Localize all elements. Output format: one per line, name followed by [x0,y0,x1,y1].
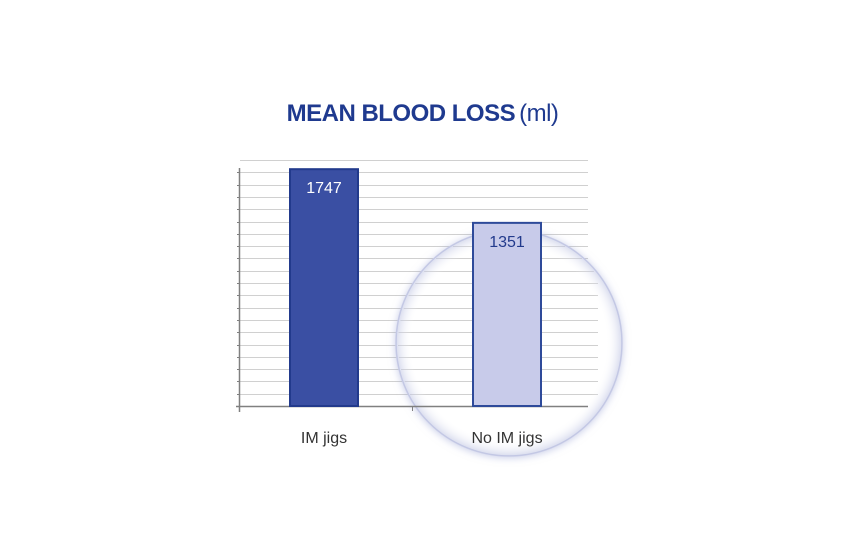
chart-title-unit: (ml) [519,100,559,127]
bar-value-label: 1747 [306,180,342,197]
chart-title: MEAN BLOOD LOSS (ml) [0,100,845,128]
bar-value-label: 1351 [489,234,525,251]
bar [472,221,542,407]
x-tick-label: IM jigs [301,430,347,447]
x-tick-label: No IM jigs [471,430,542,447]
bar [289,168,359,407]
chart-title-main: MEAN BLOOD LOSS [286,100,516,127]
labels: 1747 IM jigs 1351 No IM jigs [301,180,543,447]
bars [289,168,542,407]
